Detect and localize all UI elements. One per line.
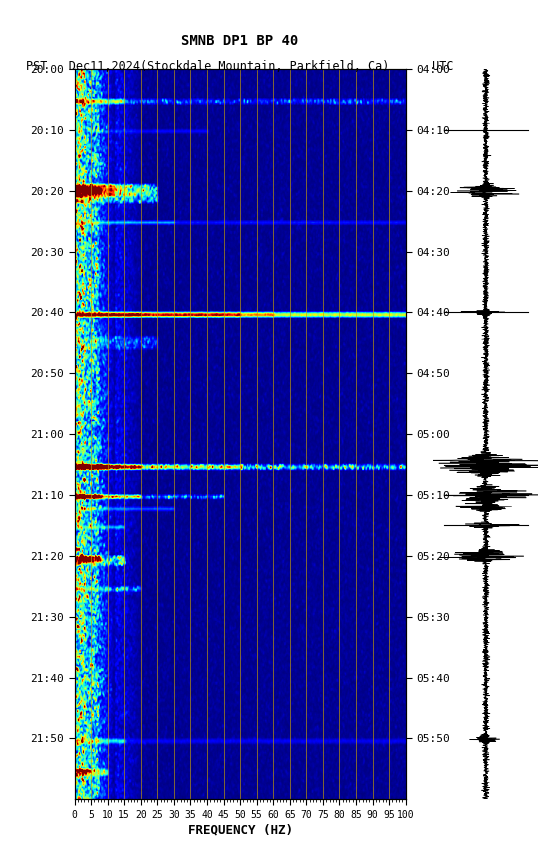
X-axis label: FREQUENCY (HZ): FREQUENCY (HZ) (188, 823, 293, 836)
Text: SMNB DP1 BP 40: SMNB DP1 BP 40 (182, 34, 299, 48)
Text: PST   Dec11,2024(Stockdale Mountain, Parkfield, Ca)      UTC: PST Dec11,2024(Stockdale Mountain, Parkf… (26, 60, 454, 73)
